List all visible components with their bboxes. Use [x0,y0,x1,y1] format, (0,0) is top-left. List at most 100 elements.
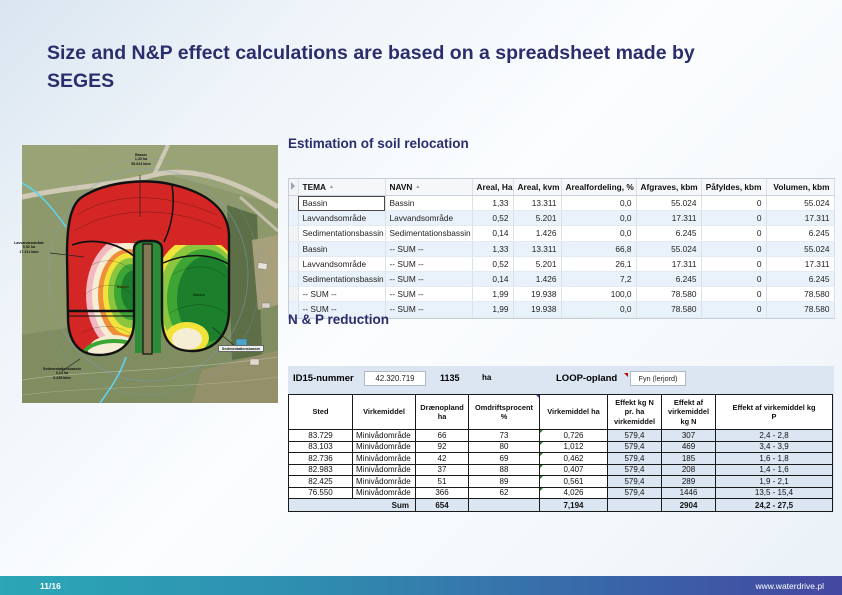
soil-cell: 0 [701,225,767,242]
np-cell: 13,5 - 15,4 [715,486,833,499]
soil-cell: Sedimentationsbassin [298,225,386,242]
np-col-header: Effekt af virkemiddel kg N [661,394,716,430]
soil-col-header: Arealfordeling, % [561,179,637,196]
soil-header-row: TEMA ▲ NAVN ▲ Areal, Ha Areal, kvm Arealfordel… [289,179,835,196]
soil-cell: 6.245 [766,271,835,288]
aerial-map-svg [21,144,280,404]
soil-col-header: Påfyldes, kbm [701,179,767,196]
soil-cell: 66,8 [561,241,637,257]
row-gutter [289,271,299,288]
soil-cell: 17.311 [636,210,702,227]
formula-warning-icon [540,464,543,468]
soil-cell: 0,0 [561,210,637,227]
np-cell: 1,012 [539,440,608,453]
divider-top [163,184,174,243]
soil-table-row: Bassin -- SUM -- 1,33 13.311 66,8 55.024 0 55.0… [289,241,835,257]
overlay-outline [65,180,231,357]
slide-title: Size and N&P effect calculations are bas… [47,42,695,92]
soil-table-row: Lavvandsområde Lavvandsområde 0,52 5.201 0,0… [289,210,835,227]
sum-effekt-n: 2904 [661,498,716,512]
soil-cell: 55.024 [636,195,702,212]
soil-cell: 100,0 [561,286,637,303]
soil-cell: 6.245 [636,225,702,242]
soil-cell: 0,14 [472,225,514,242]
id15-value-field: 42.320.719 [364,371,426,386]
np-table-row: 83.103 Minivådområde 92 80 1,012 579,4 469 3,4 … [288,440,833,453]
np-table-row: 82.425 Minivådområde 51 89 0,561 579,4 289 1,9 … [288,475,833,488]
soil-cell: -- SUM -- [385,271,473,288]
soil-cell: 0,14 [472,271,514,288]
soil-cell: 13.311 [513,241,562,257]
comment-marker-purple-icon [536,395,539,398]
np-cell: 80 [468,440,540,453]
np-cell: 1,6 - 1,8 [715,452,833,465]
soil-cell: Lavvandsområde [298,256,386,272]
np-cell: 2,4 - 2,8 [715,429,833,442]
np-cell: 66 [415,429,469,442]
id15-bar: ID15-nummer 42.320.719 1135 ha LOOP-opla… [288,368,780,390]
map-field-right [252,235,278,310]
soil-cell: 1,33 [472,195,514,212]
footer-bar: 11/16 www.waterdrive.pl [0,576,842,595]
row-gutter [289,301,299,318]
soil-cell: 55.024 [766,241,835,257]
soil-table-row: -- SUM -- -- SUM -- 1,99 19.938 100,0 78.580 0… [289,286,835,303]
map-label-right-box: Sedimentationsbassin [218,345,264,353]
np-cell: 62 [468,486,540,499]
np-cell: 185 [661,452,716,465]
np-cell: Minivådområde [352,452,416,465]
soil-cell: Bassin [298,241,386,257]
np-cell: 83.729 [288,429,353,442]
np-cell: 88 [468,463,540,476]
soil-cell: 55.024 [636,241,702,257]
np-cell: 0,561 [539,475,608,488]
np-table-row: 76.550 Minivådområde 366 62 4,026 579,4 1446 13… [288,486,833,499]
np-cell: 37 [415,463,469,476]
comment-marker-red-icon [624,373,628,377]
np-col-header: Effekt kg N pr. ha virkemiddel [607,394,662,430]
row-gutter [289,256,299,272]
np-cell: 51 [415,475,469,488]
np-cell: 579,4 [607,440,662,453]
soil-cell: 19.938 [513,301,562,318]
loop-opland-label: LOOP-opland [556,373,618,384]
soil-col-header: Areal, Ha [472,179,514,196]
row-gutter [289,241,299,257]
area-value: 1135 [440,373,460,383]
website-link[interactable]: www.waterdrive.pl [755,581,825,591]
stream-left [21,182,67,228]
np-cell: 3,4 - 3,9 [715,440,833,453]
np-cell: 4,026 [539,486,608,499]
np-cell: 579,4 [607,486,662,499]
row-gutter [289,210,299,227]
soil-col-header: Volumen, kbm [766,179,835,196]
np-cell: Minivådområde [352,486,416,499]
soil-cell: -- SUM -- [385,286,473,303]
soil-cell: 78.580 [636,286,702,303]
soil-cell: Sedimentationsbassin [385,225,473,242]
building [257,262,268,270]
np-col-header: Virkemiddel ha [539,394,608,430]
soil-table-row: Sedimentationsbassin Sedimentationsbassin… [289,225,835,242]
np-cell: Minivådområde [352,429,416,442]
np-cell: 92 [415,440,469,453]
formula-warning-icon [540,441,543,445]
soil-cell: 0 [701,301,767,318]
formula-warning-icon [540,453,543,456]
np-cell: 82.983 [288,463,353,476]
np-cell: Minivådområde [352,440,416,453]
soil-cell: -- SUM -- [385,301,473,318]
loop-opland-field: Fyn (lerjord) [630,371,686,386]
site-aerial-map: Bassin 1,33 ha 55.024 kbm Lavvandsområde… [14,144,280,404]
row-gutter [289,286,299,303]
np-col-header: Drænopland ha [415,394,469,430]
np-cell: 579,4 [607,463,662,476]
formula-warning-icon [540,430,543,433]
soil-cell: 6.245 [636,271,702,288]
sort-ascending-icon: ▲ [329,184,334,190]
np-cell: 1,4 - 1,6 [715,463,833,476]
soil-cell: Sedimentationsbassin [298,271,386,288]
soil-cell: Bassin [298,195,386,212]
id15-label: ID15-nummer [293,373,354,384]
soil-cell: 78.580 [766,286,835,303]
